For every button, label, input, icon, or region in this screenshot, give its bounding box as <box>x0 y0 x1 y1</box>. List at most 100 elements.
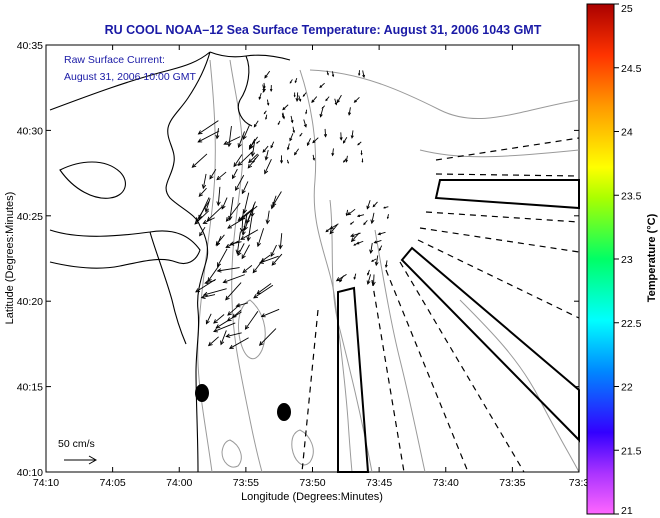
current-vector <box>197 130 220 143</box>
current-vector <box>251 141 256 157</box>
current-vector-head <box>347 112 352 116</box>
current-vector <box>256 283 272 295</box>
current-vector-head <box>227 142 232 148</box>
current-vector-head <box>329 229 334 235</box>
current-vector <box>242 125 250 140</box>
current-vector-head <box>335 277 341 282</box>
current-vector <box>235 174 245 191</box>
current-vector-head <box>200 294 206 300</box>
radar-coverage-annotations <box>301 137 580 473</box>
current-vector <box>217 248 228 267</box>
current-vector-head <box>293 152 297 156</box>
current-vector-head <box>350 135 354 139</box>
current-vector-head <box>202 291 208 297</box>
current-vector <box>241 244 250 259</box>
colorbar-tick-label: 25 <box>621 3 633 15</box>
current-vector-head <box>265 219 270 225</box>
current-vector-head <box>302 94 305 97</box>
current-vector <box>209 169 217 180</box>
coastline-new-york-harbor <box>49 51 211 227</box>
current-vector-head <box>225 243 231 248</box>
bathymetry-contour-shelf <box>309 69 580 120</box>
current-vector-head <box>298 98 302 102</box>
y-axis: 40:35 40:30 40:25 40:20 40:15 40:10 <box>17 40 579 479</box>
current-vector-head <box>287 161 289 164</box>
current-vector-head <box>235 186 240 192</box>
current-vector <box>385 260 388 268</box>
current-vector <box>228 125 232 147</box>
current-vector <box>319 82 325 88</box>
current-vector-head <box>217 262 222 268</box>
y-tick-label: 40:10 <box>17 467 43 479</box>
current-vector <box>226 332 242 337</box>
current-vector-head <box>305 112 308 115</box>
current-vector-head <box>372 204 376 208</box>
current-vector <box>282 112 285 119</box>
current-vector-head <box>319 85 323 89</box>
current-vector-head <box>373 240 378 244</box>
dashed-radial-7 <box>425 211 580 223</box>
current-vector <box>217 267 240 272</box>
current-vector <box>240 229 259 240</box>
plot-frame <box>45 44 580 473</box>
current-vector-head <box>331 74 335 78</box>
current-vector <box>215 319 230 329</box>
current-vector-head <box>336 99 340 104</box>
bathymetry-contour-small-3 <box>221 439 242 468</box>
scale-indicator: 50 cm/s <box>58 438 98 465</box>
current-vector <box>237 243 245 256</box>
current-vector-head <box>303 124 307 128</box>
current-vector-head <box>325 98 328 102</box>
x-axis-title: Longitude (Degrees:Minutes) <box>241 491 383 503</box>
current-vector-head <box>260 257 266 262</box>
current-vector-head <box>286 147 290 151</box>
current-vector-head <box>299 134 302 137</box>
current-vector-head <box>263 86 266 89</box>
current-vector <box>195 278 216 293</box>
current-vector-head <box>363 222 366 226</box>
current-vector-head <box>241 230 246 236</box>
current-vector <box>217 186 221 206</box>
current-vector-head <box>237 143 242 149</box>
current-vector-head <box>204 280 209 285</box>
bathymetry-contour-shelf-2 <box>419 149 580 158</box>
current-vector-head <box>353 276 356 280</box>
current-vector-head <box>240 235 246 240</box>
current-vector-head <box>312 140 316 144</box>
y-axis-title: Latitude (Degrees:Minutes) <box>4 192 16 325</box>
current-vector <box>287 143 290 150</box>
current-vector <box>329 223 339 230</box>
current-vector <box>242 265 253 273</box>
current-vector-head <box>321 106 324 110</box>
current-vector-head <box>225 295 230 301</box>
current-vector <box>216 171 227 181</box>
current-vector-head <box>233 162 238 168</box>
current-vector <box>202 173 207 189</box>
surface-current-vectors <box>191 70 389 349</box>
y-tick-label: 40:30 <box>17 125 43 137</box>
current-vector <box>272 191 282 207</box>
current-vector <box>238 131 245 148</box>
current-vector <box>232 168 238 179</box>
current-vector-head <box>242 208 248 214</box>
current-vector-head <box>266 102 270 106</box>
station-marker-east <box>277 403 291 421</box>
current-vector-head <box>201 184 207 190</box>
current-vector <box>259 255 279 264</box>
current-vector <box>329 224 338 234</box>
current-vector-head <box>235 249 240 255</box>
coastline-sandy-hook <box>195 225 209 473</box>
coastline-staten-island <box>59 161 126 199</box>
current-vector-head <box>227 224 232 229</box>
current-vector-head <box>370 259 374 262</box>
current-vector-head <box>253 124 257 128</box>
current-vector <box>257 228 265 247</box>
colorbar-tick-label: 23.5 <box>621 190 642 202</box>
colorbar: 25 24.5 24 23.5 23 22.5 22 21.5 21 Temperature (… <box>586 3 658 517</box>
colorbar-title: Temperature (°C) <box>646 213 658 302</box>
coverage-polygon-east <box>400 246 580 443</box>
current-vector <box>223 274 245 283</box>
current-vector-head <box>244 325 250 330</box>
current-vector-head <box>350 237 356 243</box>
current-vector <box>216 128 219 139</box>
